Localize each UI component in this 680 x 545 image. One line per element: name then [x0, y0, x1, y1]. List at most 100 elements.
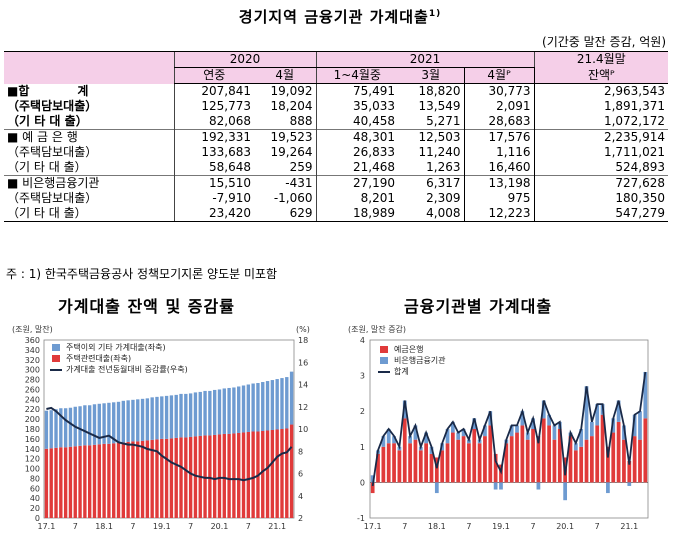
other-bar	[78, 406, 82, 446]
other-bar	[256, 383, 260, 432]
table-cell: 82,068	[173, 114, 254, 130]
table-cell: 1,072,172	[603, 114, 666, 128]
bank-bar	[493, 453, 498, 483]
table-cell: 2,091	[463, 99, 535, 114]
nonbank-bar	[434, 482, 439, 494]
legend-swatch	[52, 344, 60, 351]
y2-tick-label: 14	[298, 381, 308, 390]
bank-bar	[525, 439, 530, 483]
housing-bar	[49, 448, 53, 518]
left-axis-unit: (조원, 말잔)	[12, 324, 53, 334]
nonbank-bar	[606, 482, 610, 494]
table-cell: 12,223	[463, 206, 535, 222]
other-bar	[270, 380, 275, 430]
other-bar	[107, 402, 111, 444]
plot-frame	[369, 339, 649, 519]
table-row: （기 타 대 출） 82,068 888 40,458 5,271 28,683 1,072…	[4, 114, 668, 130]
legend-label: 가계대출 전년동월대비 증감률(우축)	[66, 364, 188, 374]
y-tick-label: 120	[25, 455, 40, 464]
table-cell: 11,240	[418, 145, 461, 159]
bank-bar	[488, 425, 493, 483]
row-label: （기 타 대 출）	[4, 206, 174, 222]
nonbank-bar	[424, 432, 429, 444]
table-cell: 180,350	[615, 191, 666, 205]
bank-bar	[392, 443, 396, 483]
housing-bar	[241, 432, 246, 518]
y2-tick-label: 16	[298, 358, 308, 367]
y2-tick-label: 4	[298, 492, 303, 501]
housing-bar	[92, 444, 97, 518]
bank-bar	[461, 436, 466, 483]
bank-bar	[557, 429, 562, 483]
bank-bar	[440, 450, 445, 483]
other-bar	[289, 371, 294, 425]
housing-bar	[78, 445, 82, 518]
housing-bar	[59, 447, 63, 518]
nonbank-bar	[392, 436, 396, 444]
other-bar	[237, 386, 241, 433]
bank-bar	[477, 443, 482, 483]
other-bar	[261, 382, 265, 431]
table-cell: 8,201	[315, 191, 399, 206]
table-row: （주택담보대출） -7,910 -1,060 8,201 2,309 975 180,350	[4, 191, 668, 206]
legend-swatch	[380, 346, 388, 353]
x-tick-label: 7	[466, 522, 471, 531]
housing-bar	[285, 428, 289, 518]
other-bar	[232, 387, 236, 434]
table-cell: 26,833	[315, 145, 399, 160]
other-bar	[188, 393, 193, 437]
footnote: 주 : 1) 한국주택금융공사 정책모기지론 양도분 미포함	[6, 267, 278, 281]
other-bar	[193, 392, 198, 437]
table-cell: 975	[463, 191, 535, 206]
other-bar	[174, 394, 178, 438]
nonbank-bar	[611, 418, 616, 433]
table-cell: 2,235,914	[534, 129, 669, 145]
nonbank-bar	[450, 421, 455, 433]
table-row: （기 타 대 출） 58,648 259 21,468 1,263 16,460 524,8…	[4, 160, 668, 176]
table-cell: 19,264	[270, 145, 313, 159]
other-bar	[44, 410, 49, 449]
table-cell: 18,820	[418, 84, 461, 98]
table-cell: 13,198	[463, 175, 535, 191]
bank-bar	[424, 443, 429, 483]
housing-bar	[155, 439, 159, 518]
bank-bar	[386, 443, 391, 483]
housing-bar	[73, 446, 77, 518]
table-cell: 58,648	[173, 160, 254, 176]
row-label: （기 타 대 출）	[7, 160, 87, 174]
bank-bar	[408, 443, 412, 483]
table-cell: 524,893	[615, 160, 666, 174]
table-cell: 1,263	[426, 160, 461, 174]
legend-label: 주택관련대출(좌축)	[66, 353, 131, 363]
other-bar	[265, 381, 270, 431]
table-cell: 12,503	[398, 129, 465, 145]
other-bar	[246, 384, 251, 432]
housing-bar	[126, 441, 130, 518]
housing-bar	[261, 430, 265, 518]
bank-bar	[595, 425, 600, 483]
bank-bar	[643, 418, 648, 483]
y-tick-label: 200	[25, 415, 40, 424]
housing-bar	[179, 437, 183, 518]
y-tick-label: 140	[25, 445, 40, 454]
other-bar	[227, 387, 231, 434]
table-row: ■합 계 207,841 19,092 75,491 18,820 30,773 2,963…	[4, 83, 668, 99]
table-cell: 192,331	[173, 129, 254, 145]
nonbank-bar	[493, 482, 498, 490]
nonbank-bar	[461, 429, 466, 437]
housing-bar	[44, 448, 49, 518]
nonbank-bar	[370, 475, 375, 483]
other-bar	[116, 401, 121, 443]
other-bar	[102, 403, 106, 444]
y-tick-label: 80	[30, 474, 40, 483]
other-bar	[212, 389, 217, 435]
y-tick-label: 3	[360, 372, 365, 381]
bank-bar	[413, 439, 418, 483]
x-tick-label: 21.1	[268, 522, 286, 531]
row-label: （주택담보대출）	[7, 191, 98, 205]
x-tick-label: 7	[188, 522, 193, 531]
table-cell: 1,116	[463, 145, 535, 160]
table-cell: 40,458	[315, 114, 399, 130]
x-tick-label: 17.1	[37, 522, 55, 531]
nonbank-bar	[520, 411, 525, 426]
